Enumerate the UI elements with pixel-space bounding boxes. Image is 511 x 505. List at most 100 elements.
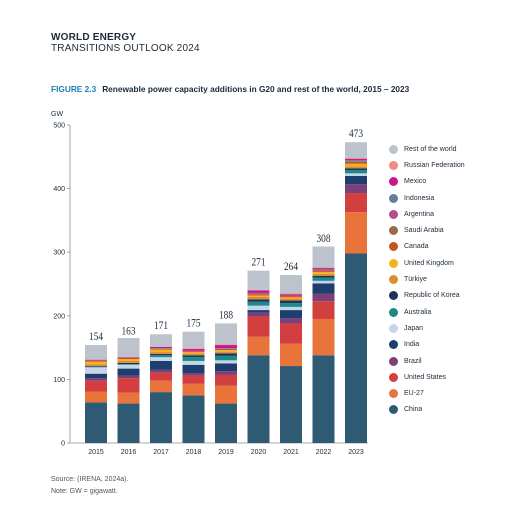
bar-segment [345, 142, 367, 159]
figure-number: FIGURE 2.3 [51, 84, 97, 94]
bar-segment [247, 355, 270, 443]
legend-label: Türkiye [404, 276, 427, 284]
bar-segment [85, 367, 107, 374]
bar-segment [247, 301, 270, 306]
bar-segment [247, 290, 270, 293]
bar-segment [150, 353, 172, 356]
bar-segment [150, 392, 172, 443]
bar-segment [117, 357, 140, 360]
bar-segment [117, 357, 140, 358]
bar-segment [182, 351, 205, 353]
bar-segment [182, 383, 205, 396]
bar-segment [182, 373, 205, 376]
bar-segment [345, 175, 367, 185]
bar-segment [85, 366, 107, 367]
bar-segment [312, 270, 335, 271]
legend-swatch [389, 193, 398, 203]
x-tick-label: 2019 [218, 449, 234, 456]
legend-item: Mexico [389, 174, 465, 190]
legend-label: Argentina [404, 210, 434, 218]
bar-total-label: 175 [186, 317, 200, 330]
y-tick-label: 400 [53, 186, 65, 193]
x-tick-label: 2021 [283, 449, 299, 456]
bar-segment [280, 310, 302, 319]
bar-segment [345, 253, 367, 443]
bar-segment [215, 363, 237, 372]
legend-label: China [404, 406, 423, 414]
bar-segment [117, 368, 140, 376]
bar-segment [182, 375, 205, 384]
y-tick-label: 500 [53, 123, 65, 130]
bar-segment [117, 403, 140, 443]
bar-segment [215, 374, 237, 386]
bar-segment [85, 378, 107, 381]
bar-segment [312, 301, 335, 319]
bar-segment [150, 357, 172, 361]
bar-segment [280, 295, 302, 297]
bar-segment [150, 334, 172, 347]
bar-segment [215, 345, 237, 349]
bar-segment [280, 296, 302, 298]
bar-segment [280, 300, 302, 304]
bar-segment [150, 372, 172, 381]
bar-segment [247, 336, 270, 356]
bar-segment [247, 310, 270, 313]
legend-label: Rest of the world [404, 145, 457, 153]
bar-segment [345, 184, 367, 194]
report-title: WORLD ENERGY [51, 32, 137, 43]
bar-total-label: 171 [154, 319, 168, 332]
bar-segment [117, 364, 140, 365]
bar-segment [182, 352, 205, 354]
legend-swatch [389, 389, 398, 399]
legend-item: Republic of Korea [389, 288, 465, 304]
bar-segment [215, 355, 237, 361]
legend-item: United States [389, 369, 465, 385]
legend-label: Japan [404, 324, 424, 332]
legend-label: Saudi Arabia [404, 227, 444, 235]
bar-segment [280, 275, 302, 294]
bar-segment [312, 280, 335, 284]
bar-total-label: 308 [316, 232, 330, 245]
bar-segment [150, 346, 172, 349]
bar-segment [182, 395, 205, 443]
legend-label: Brazil [404, 357, 422, 365]
chart-legend: Rest of the world Russian Federation Mexic… [389, 141, 465, 418]
legend-item: China [389, 402, 465, 418]
legend-swatch [389, 209, 398, 219]
legend-swatch [389, 323, 398, 333]
bar-segment [215, 348, 237, 349]
bar-segment [150, 380, 172, 393]
legend-item: Brazil [389, 353, 465, 369]
bar-segment [117, 375, 140, 379]
bar-segment [345, 158, 367, 160]
bar-segment [117, 364, 140, 369]
legend-swatch [389, 226, 398, 236]
bar-segment [345, 168, 367, 171]
bar-segment [247, 270, 270, 290]
bar-segment [312, 246, 335, 268]
bar-segment [312, 268, 335, 270]
legend-item: Indonesia [389, 190, 465, 206]
figure-caption: FIGURE 2.3 Renewable power capacity addit… [51, 84, 409, 94]
bar-segment [345, 193, 367, 213]
legend-label: United Kingdom [404, 259, 454, 267]
bar-segment [247, 293, 270, 295]
bar-segment [85, 373, 107, 379]
bar-segment [215, 323, 237, 345]
legend-item: India [389, 337, 465, 353]
legend-item: Rest of the world [389, 141, 465, 157]
bar-segment [345, 166, 367, 169]
legend-item: Saudi Arabia [389, 222, 465, 238]
legend-item: Argentina [389, 206, 465, 222]
x-tick-label: 2018 [186, 449, 202, 456]
bar-segment [345, 212, 367, 254]
y-axis-label: GW [51, 111, 64, 118]
bar-segment [215, 344, 237, 346]
bar-total-label: 264 [284, 260, 299, 273]
bar-segment [215, 385, 237, 404]
bar-segment [345, 173, 367, 176]
bar-segment [312, 277, 335, 281]
bar-segment [280, 306, 302, 311]
bar-segment [182, 364, 205, 374]
bar-total-label: 473 [349, 127, 363, 140]
